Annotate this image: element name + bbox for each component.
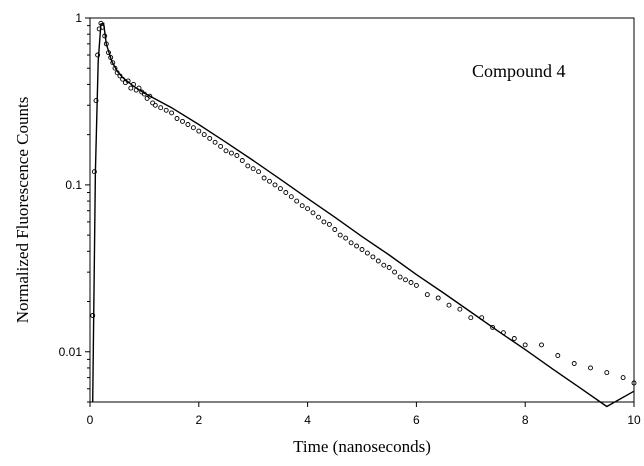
data-point	[164, 108, 168, 112]
data-point	[333, 228, 337, 232]
data-point	[219, 144, 223, 148]
x-tick-label: 8	[522, 413, 529, 427]
x-axis-title: Time (nanoseconds)	[293, 437, 431, 456]
data-point	[129, 86, 133, 90]
data-point	[300, 204, 304, 208]
data-point	[311, 211, 315, 215]
data-point	[262, 176, 266, 180]
data-point	[322, 220, 326, 224]
x-tick-label: 4	[304, 413, 311, 427]
data-point	[458, 307, 462, 311]
data-point	[317, 215, 321, 219]
data-point	[145, 96, 149, 100]
data-point	[202, 133, 206, 137]
data-point	[409, 281, 413, 285]
x-tick-label: 2	[195, 413, 202, 427]
data-point	[523, 343, 527, 347]
data-point	[170, 111, 174, 115]
data-point	[469, 316, 473, 320]
data-point	[605, 371, 609, 375]
data-point	[235, 154, 239, 158]
data-point	[197, 129, 201, 133]
data-point	[295, 199, 299, 203]
data-point	[398, 275, 402, 279]
data-point	[208, 136, 212, 140]
data-point	[306, 207, 310, 211]
data-point	[284, 191, 288, 195]
x-axis: 0 2 4 6 8 10	[87, 402, 641, 427]
data-point	[278, 187, 282, 191]
data-point	[159, 106, 163, 110]
x-tick-label: 10	[627, 413, 641, 427]
data-point	[268, 179, 272, 183]
data-point	[414, 283, 418, 287]
data-point	[355, 244, 359, 248]
data-point	[425, 293, 429, 297]
data-point	[229, 151, 233, 155]
data-point	[447, 303, 451, 307]
data-point	[376, 259, 380, 263]
y-tick-label: 0.1	[65, 178, 82, 192]
data-point	[540, 343, 544, 347]
data-point	[175, 117, 179, 121]
data-point	[556, 354, 560, 358]
x-tick-label: 0	[87, 413, 94, 427]
data-point	[181, 119, 185, 123]
x-tick-label: 6	[413, 413, 420, 427]
data-point	[365, 251, 369, 255]
data-point	[246, 164, 250, 168]
data-point	[344, 236, 348, 240]
data-point	[338, 233, 342, 237]
data-point	[213, 140, 217, 144]
y-tick-label: 0.01	[59, 345, 83, 359]
data-point	[273, 183, 277, 187]
data-point	[393, 270, 397, 274]
data-point	[153, 103, 157, 107]
data-point	[404, 278, 408, 282]
y-axis-title: Normalized Fluorescence Counts	[13, 97, 32, 324]
data-point	[371, 255, 375, 259]
data-point	[436, 296, 440, 300]
data-point	[251, 167, 255, 171]
data-point	[360, 248, 364, 252]
y-axis: 0.01 0.1 1	[59, 11, 90, 402]
data-point	[327, 222, 331, 226]
data-point	[224, 149, 228, 153]
data-point	[589, 366, 593, 370]
data-point	[572, 362, 576, 366]
data-point	[191, 126, 195, 130]
data-point	[382, 263, 386, 267]
data-point	[387, 266, 391, 270]
chart-annotation: Compound 4	[472, 61, 566, 81]
data-point	[240, 159, 244, 163]
data-point	[257, 170, 261, 174]
data-point	[349, 241, 353, 245]
data-point	[186, 123, 190, 127]
data-point	[512, 337, 516, 341]
y-tick-label: 1	[75, 11, 82, 25]
data-point	[289, 195, 293, 199]
data-point	[621, 376, 625, 380]
